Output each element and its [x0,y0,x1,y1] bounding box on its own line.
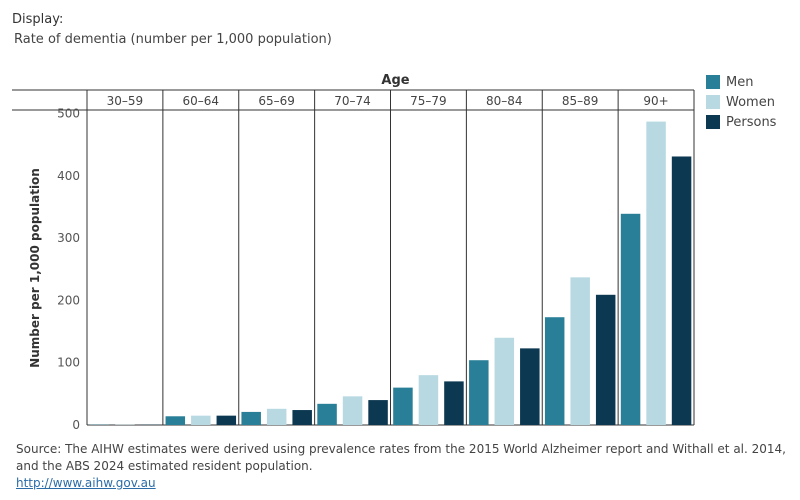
legend-item-men[interactable]: Men [706,72,776,92]
bar-women [418,375,439,425]
x-tick-label: 80–84 [486,94,523,108]
bar-men [544,317,565,425]
source-text: Source: The AIHW estimates were derived … [16,442,786,473]
bar-men [620,213,641,425]
bar-women [494,337,515,425]
legend: Men Women Persons [706,72,776,132]
display-selection[interactable]: Rate of dementia (number per 1,000 popul… [14,32,332,47]
bar-persons [595,294,616,425]
legend-swatch [706,115,720,129]
bar-men [165,416,186,425]
bar-chart: Age 0 100 200 300 400 500 30–59 60–64 65–69 70–74 7… [12,73,695,432]
bar-persons [292,410,312,425]
bar-women [342,396,363,425]
y-tick-label: 400 [57,169,80,183]
legend-swatch [706,95,720,109]
bar-women [266,408,287,425]
source-link[interactable]: http://www.aihw.gov.au [16,476,156,490]
x-tick-label: 30–59 [107,94,144,108]
display-label: Display: [12,12,64,27]
bar-persons [671,156,692,425]
bar-persons [520,348,540,425]
bar-persons [368,400,388,425]
y-tick-label: 100 [57,356,80,370]
bar-persons [444,381,464,425]
bar-women [646,121,666,425]
source-note: Source: The AIHW estimates were derived … [16,441,791,492]
legend-label: Women [726,94,775,110]
x-tick-label: 85–89 [562,94,599,108]
x-tick-label: 65–69 [258,94,295,108]
legend-label: Persons [726,114,777,130]
y-tick-label: 0 [72,418,80,432]
legend-item-women[interactable]: Women [706,92,776,112]
legend-item-persons[interactable]: Persons [706,112,776,132]
bar-men [393,387,413,425]
x-tick-label: 70–74 [334,94,371,108]
x-tick-label: 90+ [643,94,668,108]
x-tick-label: 75–79 [410,94,447,108]
bar-women [570,277,590,425]
y-tick-label: 200 [57,293,80,307]
bar-persons [216,415,237,425]
bar-men [241,411,261,425]
x-tick-label: 60–64 [183,94,220,108]
y-tick-label: 500 [57,107,80,121]
x-axis-title: Age [381,73,409,88]
y-tick-label: 300 [57,231,80,245]
bar-men [469,360,489,425]
bar-women [191,415,211,425]
legend-swatch [706,75,720,89]
legend-label: Men [726,74,754,90]
bar-men [317,403,337,425]
